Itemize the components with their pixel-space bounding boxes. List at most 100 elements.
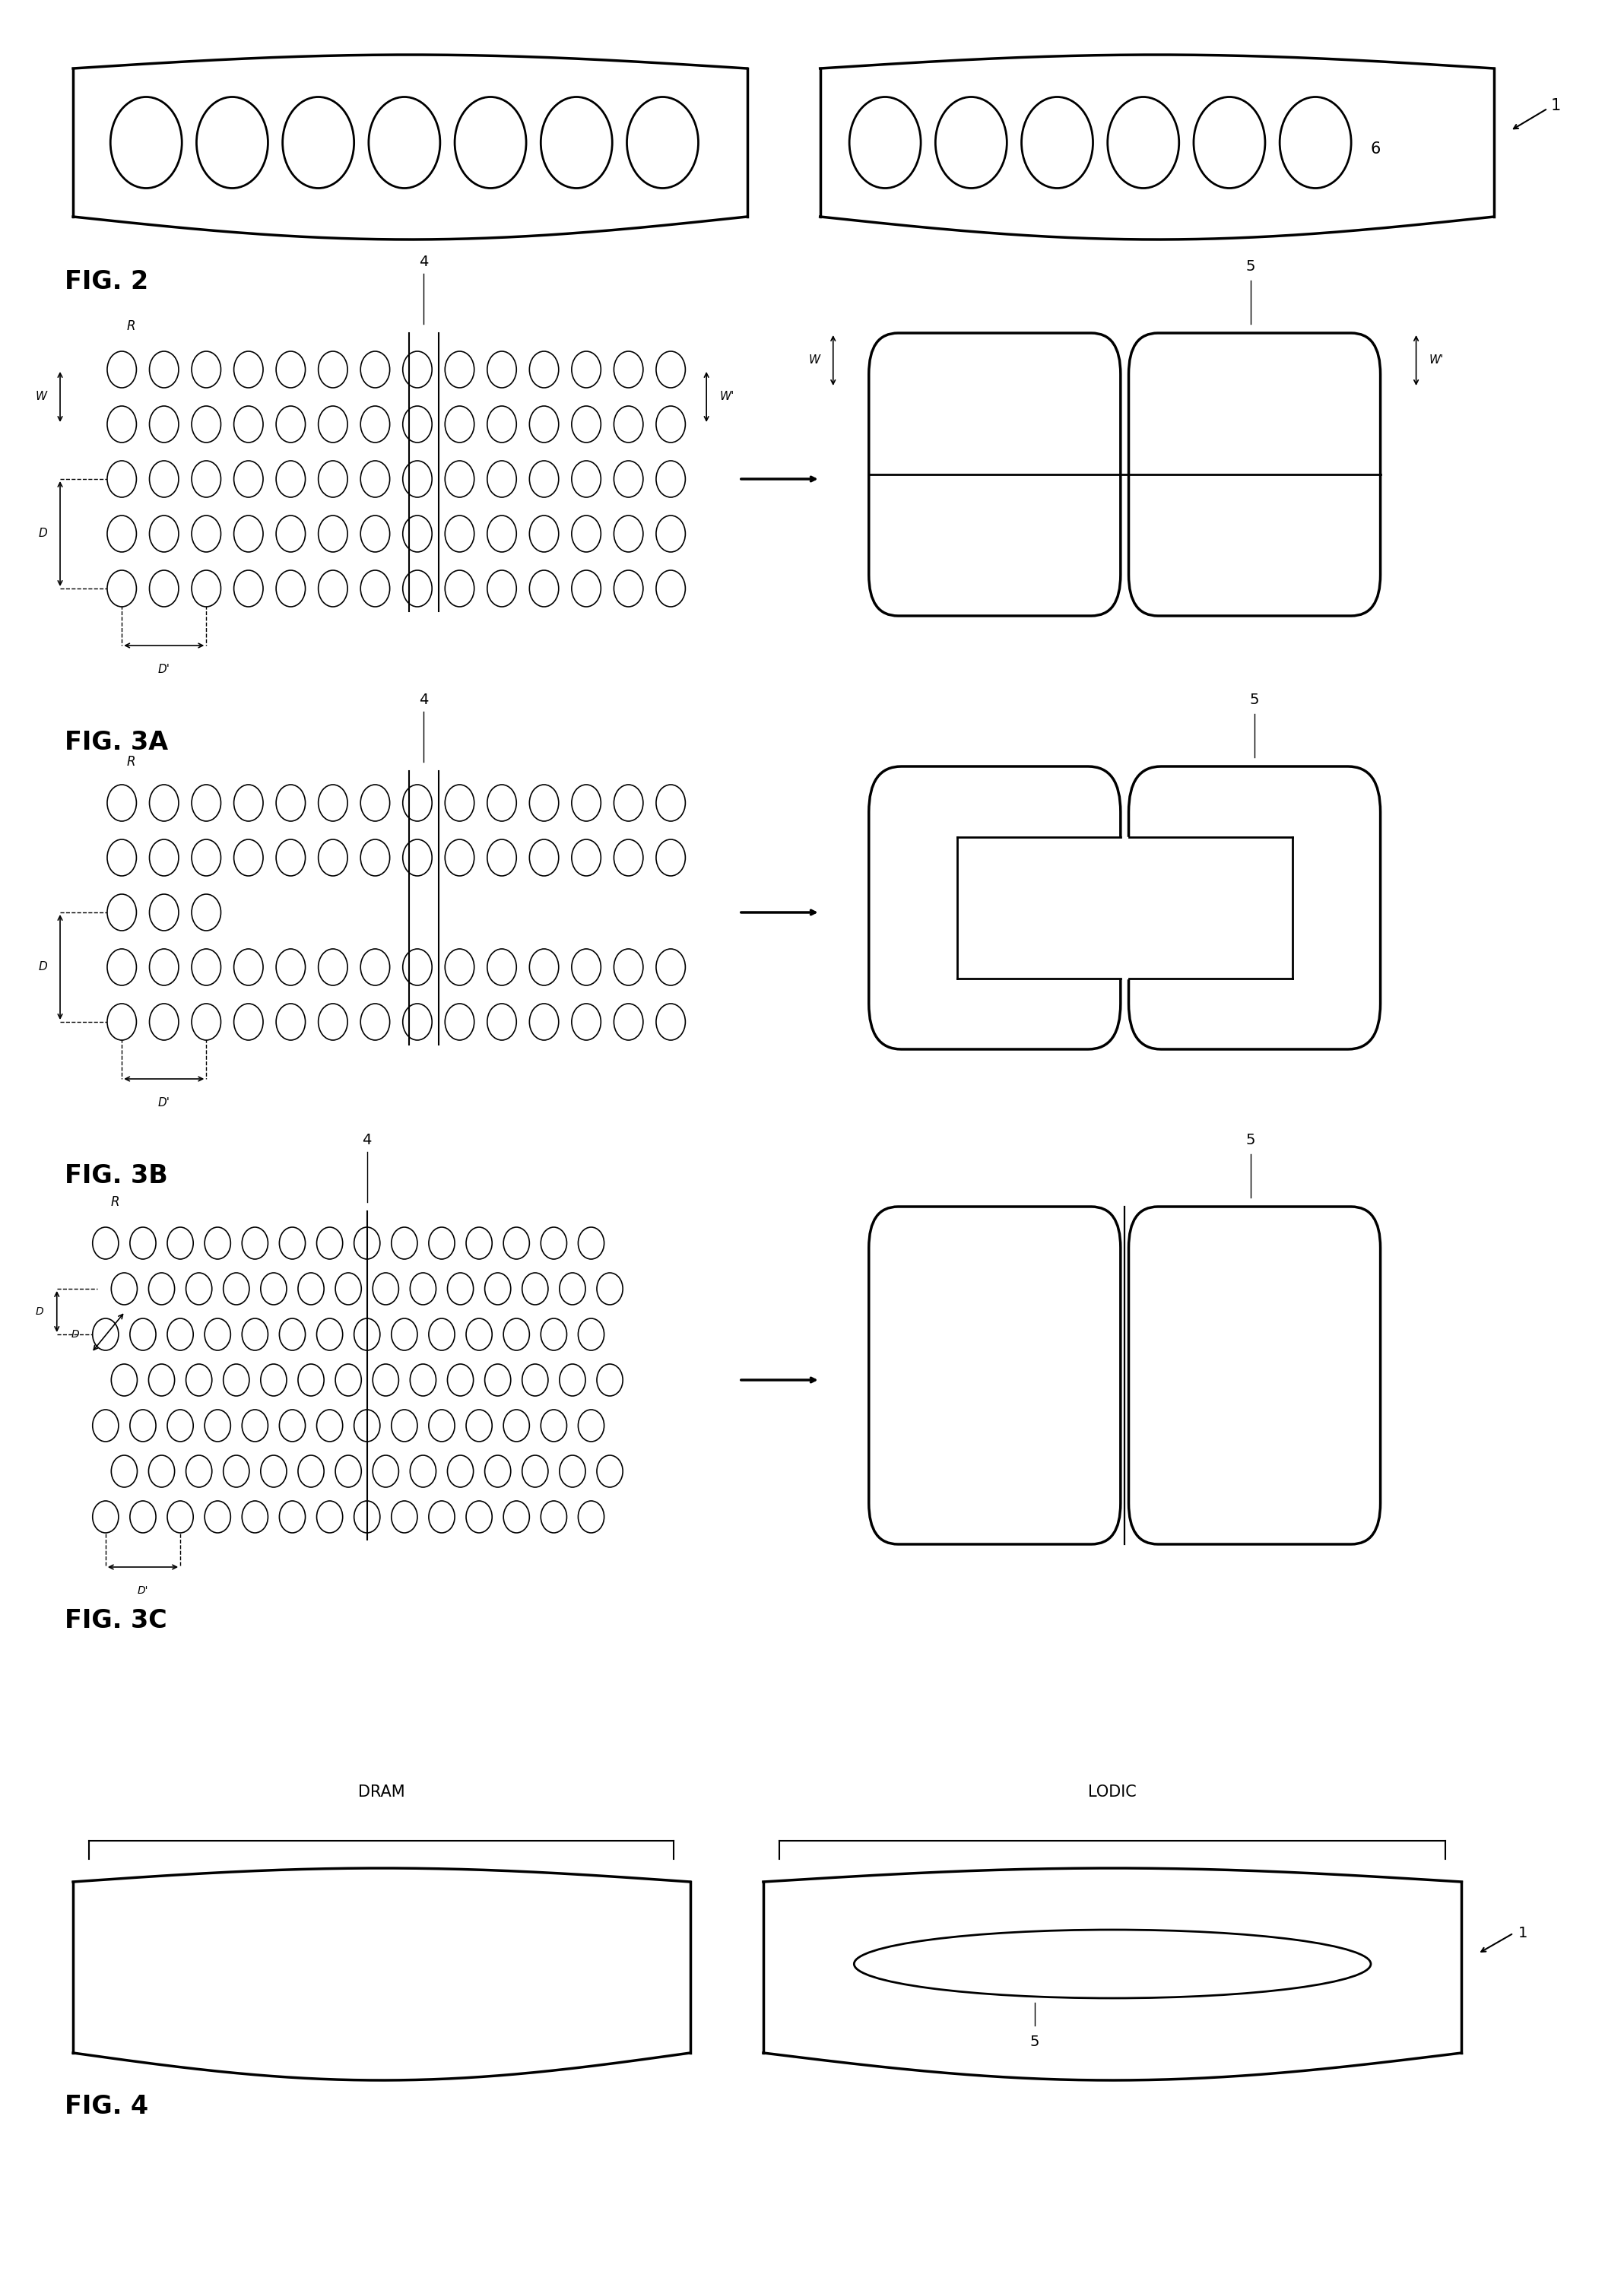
Text: 1: 1 [1551, 98, 1561, 114]
Ellipse shape [403, 351, 432, 388]
Ellipse shape [361, 949, 390, 985]
Ellipse shape [598, 1455, 624, 1487]
Ellipse shape [336, 1455, 362, 1487]
Ellipse shape [523, 1364, 547, 1396]
Ellipse shape [318, 949, 348, 985]
Ellipse shape [572, 351, 601, 388]
Ellipse shape [409, 1364, 435, 1396]
Ellipse shape [192, 461, 221, 497]
Text: FIG. 3C: FIG. 3C [65, 1608, 167, 1633]
Ellipse shape [448, 1273, 474, 1305]
Ellipse shape [107, 839, 136, 876]
Text: 5: 5 [1250, 693, 1259, 707]
Ellipse shape [361, 839, 390, 876]
Ellipse shape [572, 949, 601, 985]
Ellipse shape [374, 1455, 400, 1487]
Ellipse shape [149, 351, 179, 388]
Ellipse shape [529, 351, 559, 388]
Ellipse shape [466, 1501, 492, 1533]
Ellipse shape [529, 406, 559, 443]
Ellipse shape [110, 1364, 136, 1396]
Ellipse shape [429, 1227, 455, 1259]
Ellipse shape [149, 570, 179, 607]
Ellipse shape [192, 839, 221, 876]
Ellipse shape [572, 406, 601, 443]
Ellipse shape [107, 1004, 136, 1040]
Ellipse shape [192, 1004, 221, 1040]
Ellipse shape [299, 1273, 325, 1305]
Ellipse shape [541, 1227, 567, 1259]
Ellipse shape [299, 1364, 325, 1396]
Ellipse shape [205, 1318, 231, 1350]
Ellipse shape [167, 1227, 193, 1259]
Ellipse shape [93, 1318, 119, 1350]
Ellipse shape [149, 949, 179, 985]
Ellipse shape [260, 1364, 287, 1396]
Ellipse shape [466, 1318, 492, 1350]
Ellipse shape [185, 1455, 211, 1487]
Ellipse shape [192, 785, 221, 821]
Ellipse shape [222, 1455, 250, 1487]
Ellipse shape [167, 1410, 193, 1442]
Ellipse shape [572, 570, 601, 607]
Ellipse shape [93, 1501, 119, 1533]
Ellipse shape [391, 1501, 417, 1533]
Ellipse shape [242, 1410, 268, 1442]
Ellipse shape [234, 785, 263, 821]
Ellipse shape [484, 1273, 510, 1305]
Ellipse shape [283, 96, 354, 189]
Text: W': W' [1429, 356, 1444, 365]
Ellipse shape [656, 949, 685, 985]
Ellipse shape [849, 96, 921, 189]
Ellipse shape [205, 1501, 231, 1533]
Ellipse shape [149, 516, 179, 552]
Ellipse shape [318, 516, 348, 552]
Ellipse shape [487, 785, 516, 821]
FancyBboxPatch shape [869, 1207, 1121, 1544]
Ellipse shape [361, 351, 390, 388]
Ellipse shape [487, 516, 516, 552]
Ellipse shape [614, 516, 643, 552]
Ellipse shape [318, 785, 348, 821]
Text: FIG. 2: FIG. 2 [65, 269, 149, 294]
Ellipse shape [403, 949, 432, 985]
Ellipse shape [614, 406, 643, 443]
Ellipse shape [276, 516, 305, 552]
Ellipse shape [148, 1273, 174, 1305]
Ellipse shape [403, 1004, 432, 1040]
Ellipse shape [242, 1501, 268, 1533]
Text: FIG. 4: FIG. 4 [65, 2094, 149, 2119]
Ellipse shape [276, 406, 305, 443]
Ellipse shape [361, 785, 390, 821]
Ellipse shape [276, 839, 305, 876]
Ellipse shape [279, 1318, 305, 1350]
Ellipse shape [656, 406, 685, 443]
Ellipse shape [572, 516, 601, 552]
Text: 5: 5 [1030, 2035, 1039, 2048]
Ellipse shape [317, 1501, 343, 1533]
Ellipse shape [279, 1410, 305, 1442]
Ellipse shape [466, 1227, 492, 1259]
Ellipse shape [299, 1455, 325, 1487]
Ellipse shape [130, 1501, 156, 1533]
Ellipse shape [192, 949, 221, 985]
Ellipse shape [614, 461, 643, 497]
Ellipse shape [110, 1273, 136, 1305]
Ellipse shape [598, 1273, 624, 1305]
Ellipse shape [234, 406, 263, 443]
Ellipse shape [529, 785, 559, 821]
Ellipse shape [445, 1004, 474, 1040]
Ellipse shape [614, 570, 643, 607]
Ellipse shape [222, 1273, 250, 1305]
Ellipse shape [318, 839, 348, 876]
Ellipse shape [149, 406, 179, 443]
Ellipse shape [279, 1501, 305, 1533]
Text: FIG. 3A: FIG. 3A [65, 730, 169, 755]
Ellipse shape [529, 1004, 559, 1040]
Ellipse shape [656, 1004, 685, 1040]
Text: 5: 5 [1246, 260, 1255, 274]
Ellipse shape [336, 1364, 362, 1396]
Ellipse shape [260, 1273, 287, 1305]
Ellipse shape [374, 1364, 400, 1396]
Ellipse shape [503, 1410, 529, 1442]
